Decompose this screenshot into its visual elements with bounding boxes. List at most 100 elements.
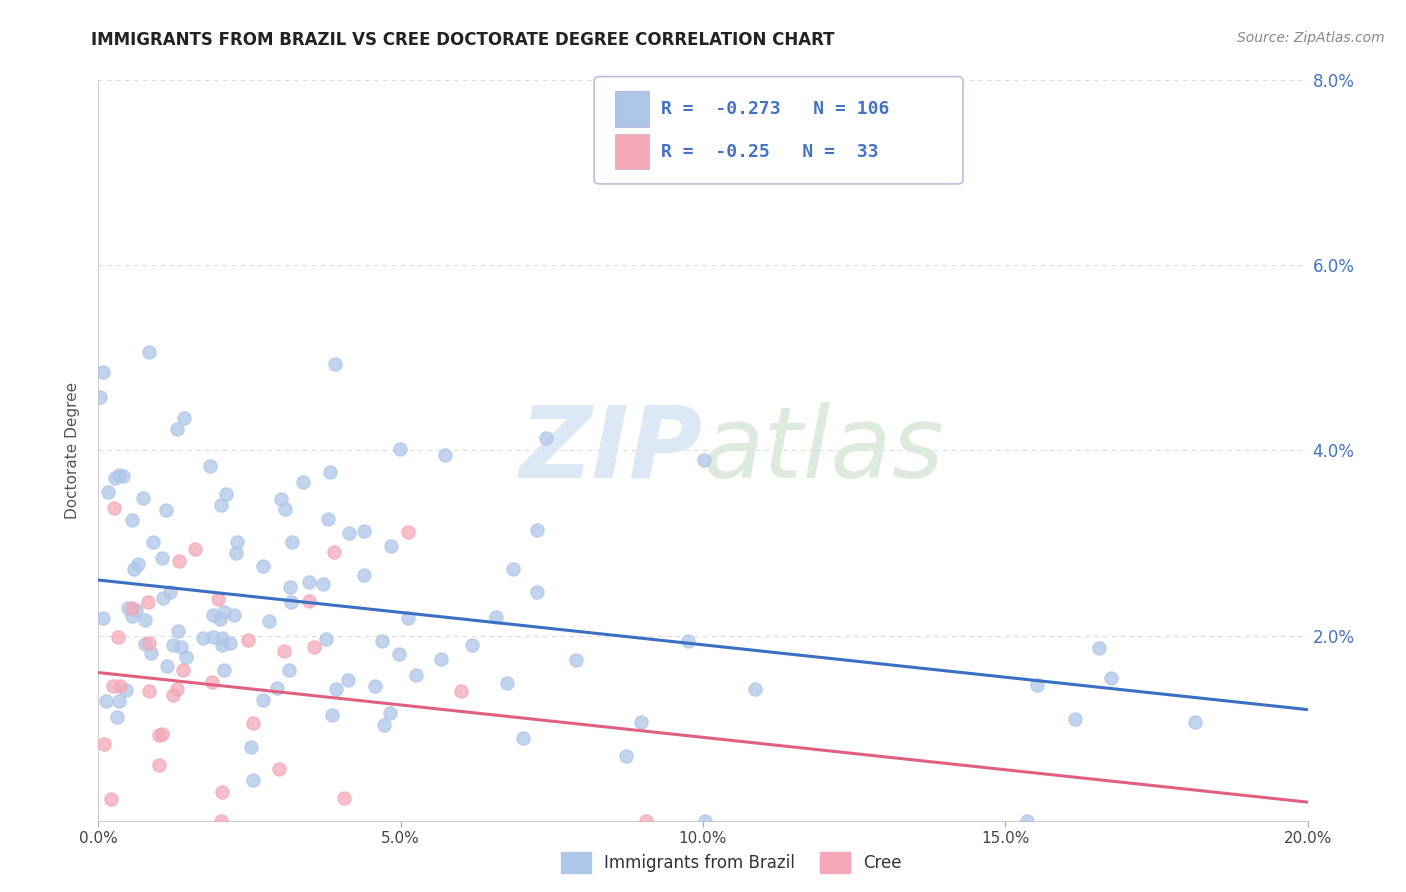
Point <box>198 458 221 473</box>
Point <box>134 614 156 628</box>
Point <box>209 814 232 828</box>
Point <box>107 630 129 644</box>
Point <box>266 681 288 695</box>
Point <box>117 600 139 615</box>
Point <box>166 624 188 638</box>
Point <box>174 650 197 665</box>
Point <box>132 491 155 506</box>
Text: R =  -0.25   N =  33: R = -0.25 N = 33 <box>661 143 879 161</box>
Point <box>125 603 148 617</box>
FancyBboxPatch shape <box>614 134 648 169</box>
Point <box>211 631 233 645</box>
Point <box>201 675 224 690</box>
Point <box>337 673 360 687</box>
Point <box>363 679 385 693</box>
Point <box>280 580 302 594</box>
Point <box>534 432 557 446</box>
Point <box>225 546 247 560</box>
Point <box>380 539 402 553</box>
Point <box>141 646 163 660</box>
Point <box>526 523 548 537</box>
Point <box>115 683 138 698</box>
Point <box>614 748 637 763</box>
Point <box>209 498 232 512</box>
Point <box>138 636 160 650</box>
Point <box>167 554 190 568</box>
FancyBboxPatch shape <box>614 91 648 127</box>
Point <box>222 608 245 623</box>
Point <box>111 468 134 483</box>
Point <box>211 638 233 652</box>
Point <box>378 706 401 720</box>
Point <box>93 611 115 625</box>
Point <box>142 535 165 549</box>
Point <box>460 638 482 652</box>
Point <box>108 694 131 708</box>
Point <box>108 679 131 693</box>
Point <box>333 790 356 805</box>
Point <box>337 526 360 541</box>
Point <box>152 591 174 606</box>
Point <box>373 718 395 732</box>
Point <box>252 559 274 574</box>
Point <box>450 684 472 698</box>
Point <box>1099 671 1122 685</box>
Point <box>101 680 124 694</box>
Point <box>396 611 419 625</box>
Point <box>150 551 173 566</box>
Point <box>172 663 194 677</box>
Point <box>91 365 114 379</box>
Point <box>201 630 224 644</box>
Point <box>1026 678 1049 692</box>
Point <box>311 577 333 591</box>
Point <box>159 584 181 599</box>
Point <box>693 814 716 828</box>
Text: ZIP: ZIP <box>520 402 703 499</box>
Point <box>267 762 290 776</box>
Point <box>162 638 184 652</box>
Point <box>298 594 321 608</box>
Point <box>630 715 652 730</box>
Point <box>156 659 179 673</box>
Text: atlas: atlas <box>703 402 945 499</box>
Point <box>150 727 173 741</box>
Point <box>252 692 274 706</box>
Point <box>434 448 457 462</box>
Point <box>236 632 259 647</box>
Point <box>209 612 232 626</box>
Text: Source: ZipAtlas.com: Source: ZipAtlas.com <box>1237 31 1385 45</box>
Point <box>121 609 143 624</box>
Point <box>104 471 127 485</box>
Point <box>138 684 160 698</box>
FancyBboxPatch shape <box>595 77 963 184</box>
Point <box>371 634 394 648</box>
Point <box>225 534 247 549</box>
Point <box>315 632 337 646</box>
Point <box>127 557 149 571</box>
Point <box>278 663 301 677</box>
Point <box>212 605 235 619</box>
Point <box>89 390 111 404</box>
Point <box>121 601 143 615</box>
Point <box>388 442 411 456</box>
Point <box>170 640 193 654</box>
Point <box>304 640 326 654</box>
Point <box>121 513 143 527</box>
Point <box>1088 641 1111 656</box>
Text: R =  -0.273   N = 106: R = -0.273 N = 106 <box>661 100 889 118</box>
Point <box>321 708 343 723</box>
Point <box>485 609 508 624</box>
Text: IMMIGRANTS FROM BRAZIL VS CREE DOCTORATE DEGREE CORRELATION CHART: IMMIGRANTS FROM BRAZIL VS CREE DOCTORATE… <box>91 31 835 49</box>
Point <box>388 648 411 662</box>
Point <box>319 465 342 479</box>
Point <box>405 668 427 682</box>
Point <box>242 772 264 787</box>
Point <box>634 814 657 828</box>
Point <box>280 595 302 609</box>
Point <box>103 500 125 515</box>
Point <box>148 728 170 742</box>
Point <box>138 345 160 359</box>
Point <box>1063 712 1085 726</box>
Point <box>239 739 262 754</box>
Point <box>693 452 716 467</box>
